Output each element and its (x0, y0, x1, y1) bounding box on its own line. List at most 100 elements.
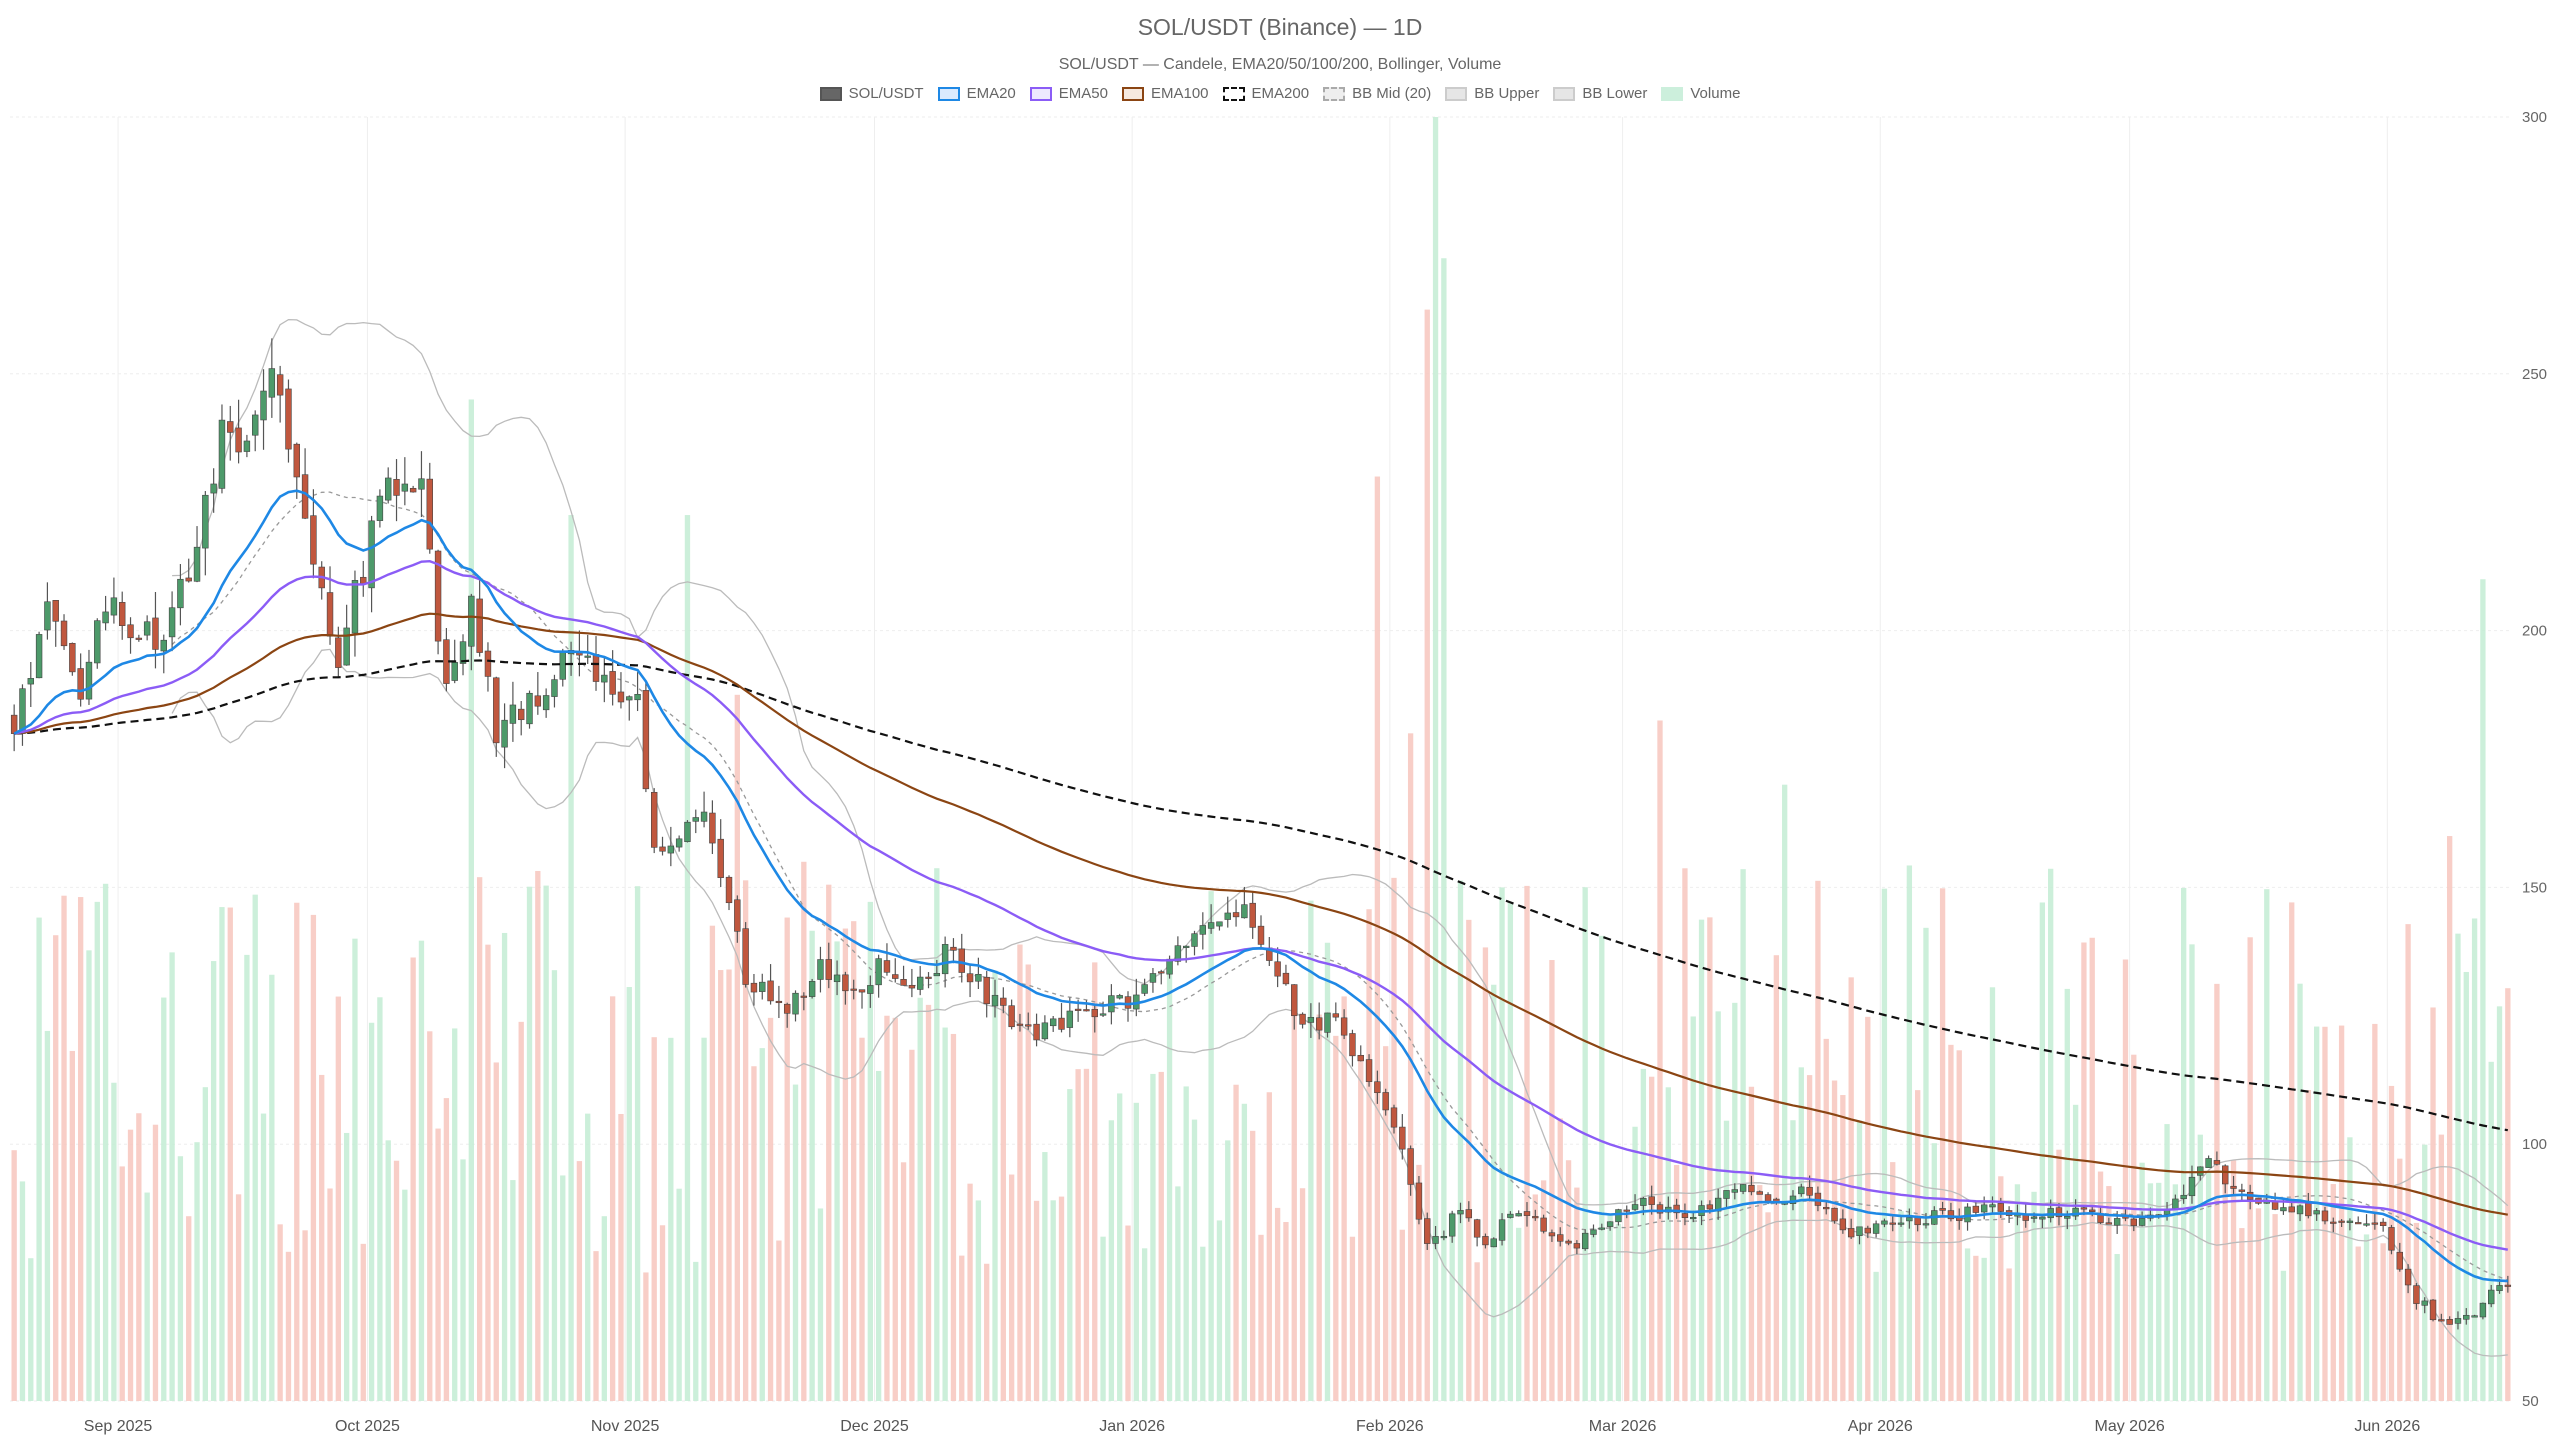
candle-body (1149, 973, 1157, 983)
legend-label: BB Upper (1474, 85, 1540, 102)
candle-body (717, 838, 724, 878)
volume-bar (61, 895, 67, 1401)
candle-body (800, 995, 808, 998)
candle-body (1033, 1023, 1040, 1041)
candle-body (1041, 1022, 1049, 1040)
candle-body (393, 479, 400, 496)
candle (1282, 964, 1290, 986)
x-tick-label: May 2026 (2095, 1418, 2165, 1435)
candle (1922, 1212, 1930, 1229)
volume-bar (1673, 1165, 1680, 1401)
candle-body (459, 641, 467, 664)
candle-body (135, 637, 143, 640)
candle-body (1141, 984, 1148, 994)
candle-body (1207, 922, 1215, 929)
volume-bar (285, 1251, 292, 1401)
candle (2438, 1313, 2445, 1322)
candle-body (119, 602, 126, 626)
candle-body (2313, 1210, 2320, 1215)
candle (1748, 1175, 1755, 1196)
legend-item[interactable]: SOL/USDT (819, 85, 924, 102)
volume-bar (1158, 1071, 1164, 1401)
legend-item[interactable]: EMA50 (1029, 85, 1108, 102)
volume-bar (460, 1159, 466, 1401)
volume-bar (493, 1062, 499, 1401)
candle (1158, 969, 1165, 985)
candle (1856, 1226, 1863, 1245)
legend-item[interactable]: EMA200 (1222, 85, 1309, 102)
candle-body (1008, 1005, 1015, 1028)
volume-bar (119, 1166, 125, 1401)
candle (177, 564, 184, 626)
candle-body (659, 846, 666, 852)
volume-bar (834, 941, 840, 1401)
legend-label: BB Mid (20) (1352, 85, 1432, 102)
candle (409, 485, 417, 493)
volume-bar (1083, 1068, 1090, 1401)
volume-bar (435, 1128, 441, 1401)
volume-bar (917, 997, 923, 1401)
volume-bar (2056, 1149, 2062, 1401)
candle-body (642, 690, 650, 790)
volume-bar (310, 914, 317, 1401)
volume-bar (909, 1049, 915, 1401)
candle-body (143, 621, 151, 636)
volume-bar (260, 1113, 267, 1401)
volume-bar (1175, 1186, 1181, 1401)
candle-body (409, 487, 417, 493)
candle-body (742, 928, 749, 985)
candle-body (2080, 1207, 2088, 1210)
volume-bar (643, 1272, 649, 1401)
legend-item[interactable]: BB Upper (1445, 85, 1539, 102)
candle-body (2504, 1284, 2512, 1287)
volume-bar (609, 996, 616, 1401)
legend-item[interactable]: EMA20 (937, 85, 1016, 102)
candle-body (2113, 1218, 2121, 1226)
volume-bar (2048, 868, 2054, 1401)
candle-body (1058, 1017, 1065, 1030)
legend-item[interactable]: EMA100 (1121, 85, 1209, 102)
candle (2296, 1204, 2304, 1222)
y-tick-label: 150 (2522, 879, 2547, 896)
candle-body (825, 959, 832, 980)
candle-body (2138, 1218, 2146, 1226)
candle (1573, 1240, 1581, 1255)
candle-body (2222, 1165, 2229, 1185)
volume-bar (2031, 1191, 2037, 1401)
candle-body (1980, 1204, 1988, 1213)
candle (2421, 1297, 2428, 1314)
candle-body (842, 974, 849, 992)
legend-item[interactable]: BB Mid (20) (1323, 85, 1431, 102)
legend-item[interactable]: BB Lower (1553, 85, 1647, 102)
volume-bar (560, 1175, 566, 1401)
candle-body (243, 440, 251, 452)
candle-body (1748, 1184, 1755, 1193)
candle-body (734, 899, 741, 932)
volume-bar (1782, 784, 1788, 1401)
candle-body (858, 989, 866, 993)
candle-body (2305, 1203, 2312, 1217)
y-tick-label: 300 (2522, 109, 2547, 126)
candle (1332, 1002, 1340, 1022)
volume-bar (1998, 1176, 2004, 1401)
candle (434, 549, 442, 655)
candle (2230, 1175, 2237, 1197)
candle-body (451, 662, 458, 681)
volume-bar (235, 1194, 242, 1401)
candle (1457, 1202, 1464, 1224)
candle (2130, 1217, 2137, 1232)
volume-bar (826, 884, 832, 1401)
candle (1349, 1029, 1356, 1067)
candle-body (210, 483, 217, 494)
candle (202, 491, 209, 576)
candle (19, 684, 26, 746)
legend-item[interactable]: Volume (1661, 85, 1740, 102)
candle (1124, 991, 1132, 1022)
candle (127, 617, 134, 654)
candle-body (2172, 1198, 2179, 1209)
candle (1315, 1002, 1323, 1040)
candle-body (1548, 1232, 1556, 1237)
volume-bar (2156, 1182, 2162, 1401)
candle (1307, 1003, 1315, 1038)
candle (2039, 1216, 2046, 1229)
